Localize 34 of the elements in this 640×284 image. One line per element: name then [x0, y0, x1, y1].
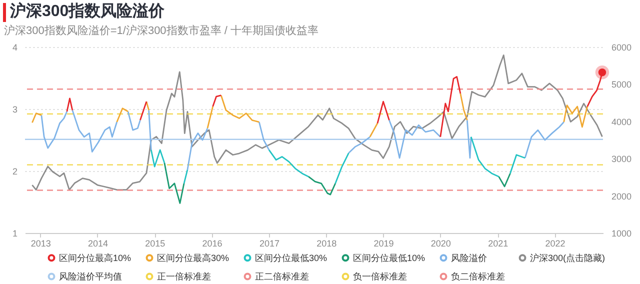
chart-title: 沪深300指数风险溢价	[10, 2, 165, 22]
legend-label: 正一倍标准差	[157, 272, 211, 282]
legend-label: 区间分位最高30%	[157, 252, 230, 263]
legend-label: 区间分位最低30%	[255, 252, 328, 263]
x-tick-label: 2017	[259, 238, 280, 248]
y2-tick-label: 6000	[612, 42, 632, 52]
x-tick-label: 2013	[30, 238, 51, 248]
legend-label: 沪深300(点击隐藏)	[530, 252, 606, 263]
legend-label: 正二倍标准差	[255, 272, 309, 282]
legend-label: 风险溢价	[451, 252, 487, 263]
x-tick-label: 2019	[374, 238, 394, 248]
legend-label: 负二倍标准差	[451, 272, 505, 282]
x-tick-label: 2021	[488, 238, 508, 248]
x-tick-label: 2015	[145, 238, 166, 248]
x-tick-label: 2022	[545, 238, 566, 248]
y-tick-label: 4	[12, 42, 18, 52]
legend-label: 区间分位最高10%	[59, 252, 132, 263]
legend-label: 区间分位最低10%	[353, 252, 426, 263]
y2-tick-label: 3000	[612, 154, 632, 164]
y2-tick-label: 5000	[612, 80, 632, 90]
chart-subtitle: 沪深300指数风险溢价=1/沪深300指数市盈率 / 十年期国债收益率	[4, 24, 318, 38]
x-tick-label: 2016	[202, 238, 222, 248]
y-tick-label: 1	[12, 228, 18, 238]
x-tick-label: 2014	[88, 238, 108, 248]
line-series	[32, 54, 603, 191]
x-tick-label: 2018	[316, 238, 337, 248]
legend-label: 风险溢价平均值	[59, 272, 122, 282]
y-tick-label: 2	[12, 166, 18, 176]
y2-tick-label: 1000	[612, 228, 632, 238]
y-tick-label: 3	[12, 104, 18, 114]
x-tick-label: 2020	[430, 238, 451, 248]
y2-tick-label: 4000	[612, 116, 632, 127]
y2-tick-label: 2000	[612, 191, 632, 202]
legend-label: 负一倍标准差	[353, 272, 407, 282]
